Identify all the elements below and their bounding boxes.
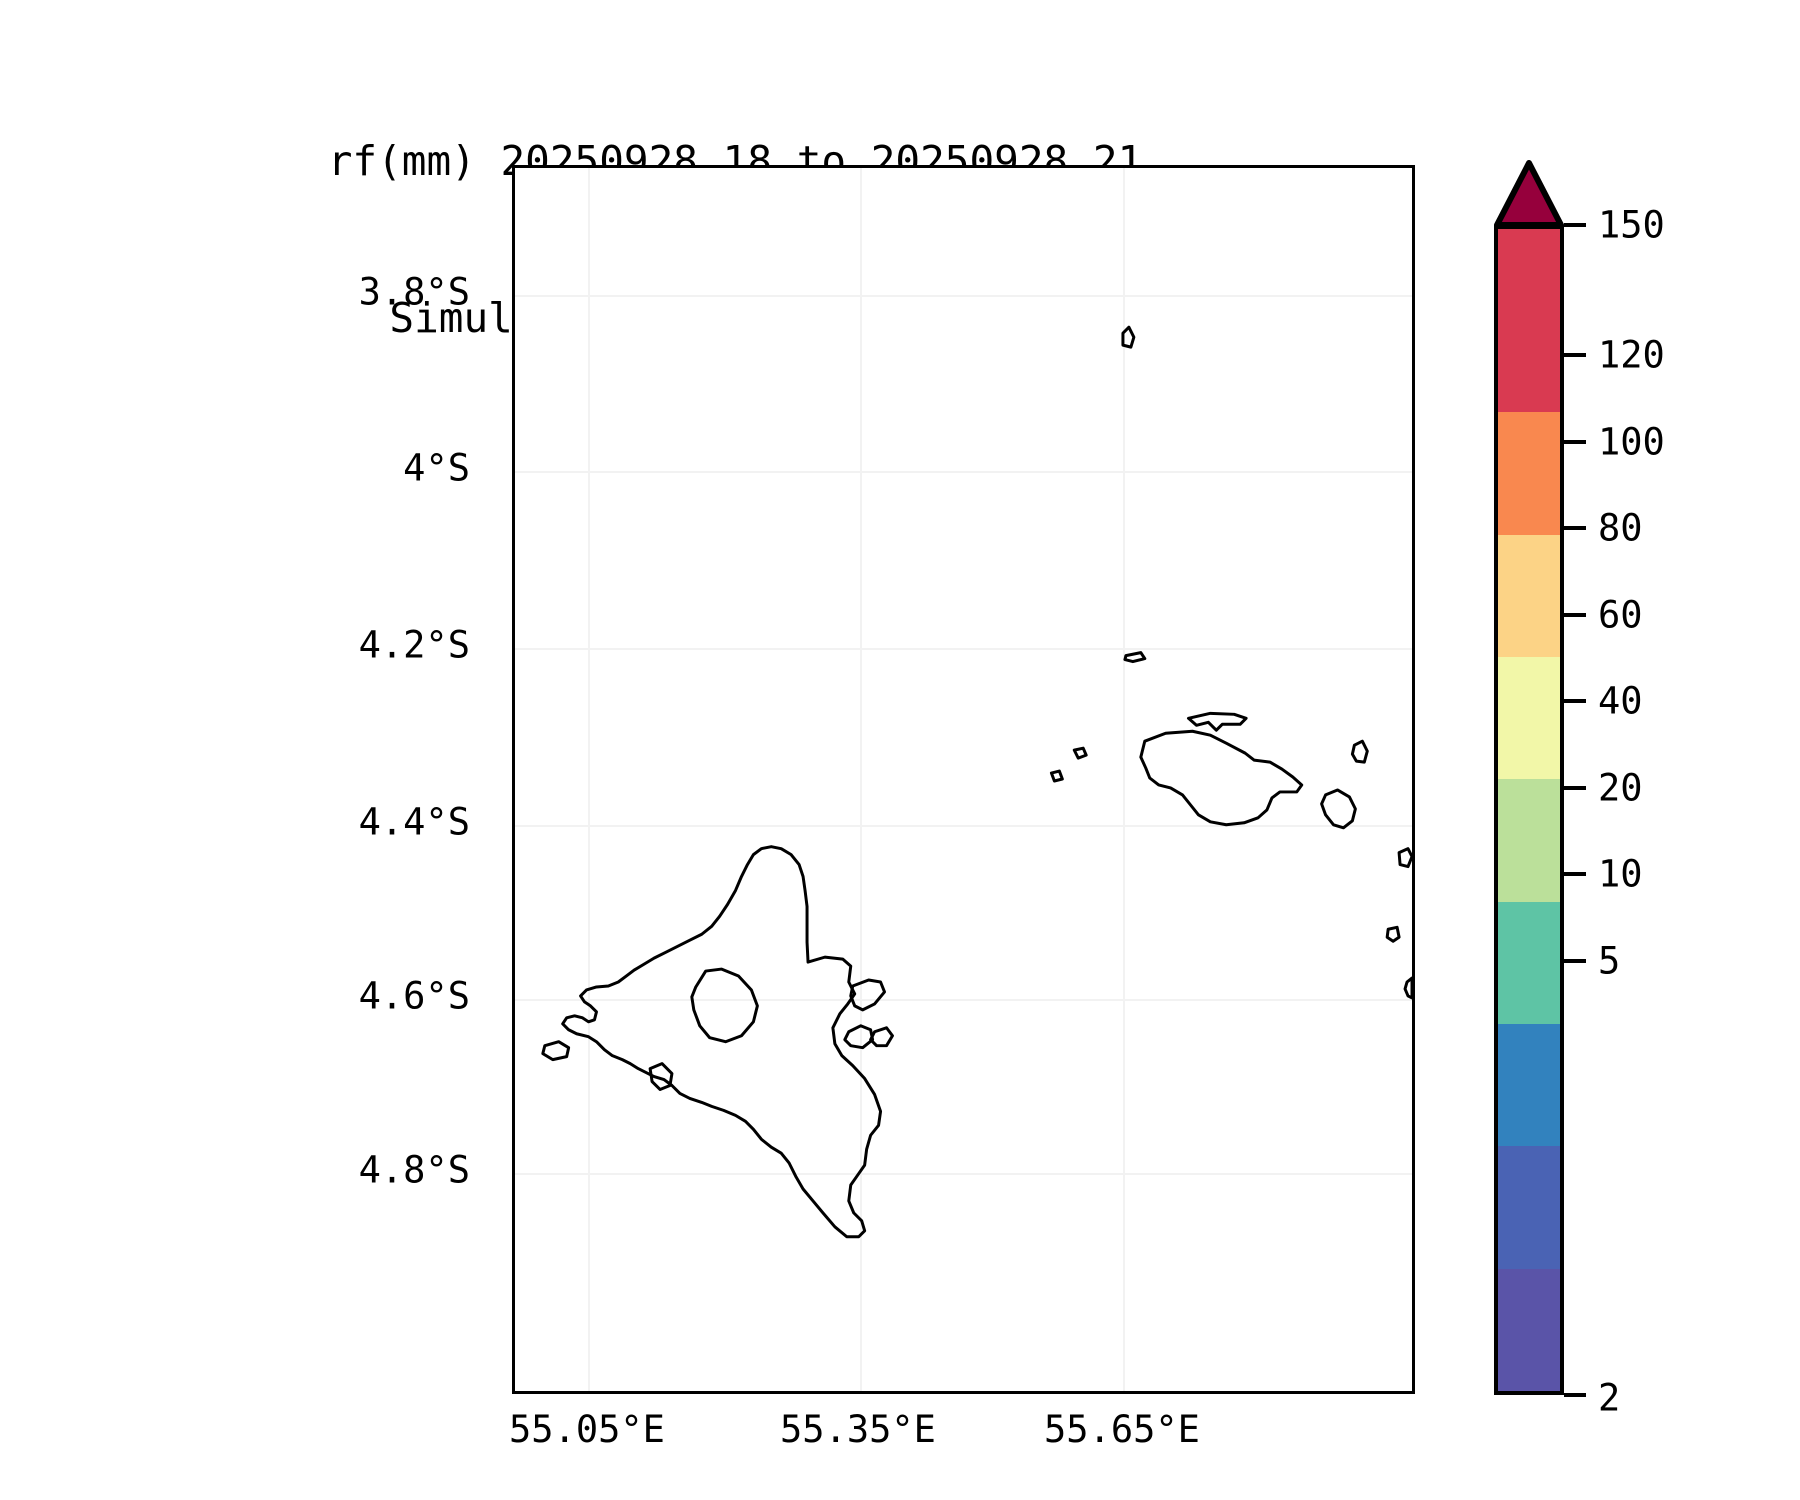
coastline-islet-cousine (1049, 769, 1064, 783)
coastline-la-digue (1320, 788, 1357, 830)
coastline-islet-east-edge (1403, 976, 1412, 1000)
xtick-label-55-05e: 55.05°E (509, 1408, 665, 1451)
colorbar-label-60: 60 (1598, 593, 1643, 637)
coastline-marianne (1385, 925, 1401, 943)
colorbar-tick-2 (1564, 1393, 1586, 1397)
colorbar-tick-40 (1564, 699, 1586, 703)
colorbar-tick-100 (1564, 440, 1586, 444)
colorbar-label-5: 5 (1598, 939, 1621, 983)
colorbar-label-20: 20 (1598, 766, 1643, 810)
ytick-label-4-8s: 4.8°S (358, 1148, 470, 1192)
map-plot-area (512, 165, 1415, 1394)
colorbar-tick-20 (1564, 786, 1586, 790)
colorbar-tick-10 (1564, 872, 1586, 876)
ytick-label-3-8s: 3.8°S (358, 270, 470, 314)
colorbar-label-40: 40 (1598, 679, 1643, 723)
coastline-felicite (1350, 739, 1369, 764)
colorbar-label-2: 2 (1598, 1376, 1621, 1420)
colorbar-band-5-10 (1498, 1146, 1560, 1269)
colorbar-extend-arrow (1494, 160, 1564, 228)
colorbar-label-120: 120 (1598, 333, 1665, 377)
colorbar-band-40-60 (1498, 779, 1560, 902)
colorbar-label-100: 100 (1598, 420, 1665, 464)
gridline-lon-55-65 (1123, 168, 1125, 1391)
gridline-lat-4-2 (515, 648, 1412, 650)
gridline-lat-4-0 (515, 471, 1412, 473)
gridline-lat-3-8 (515, 295, 1412, 297)
coastline-islet-north (1121, 325, 1136, 349)
gridline-lon-55-35 (860, 168, 862, 1391)
colorbar-label-80: 80 (1598, 506, 1643, 550)
coastline-long-island (869, 1026, 894, 1048)
colorbar-band-80-100 (1498, 534, 1560, 658)
gridline-lat-4-4 (515, 825, 1412, 827)
colorbar-tick-150 (1564, 223, 1586, 227)
ytick-label-4-6s: 4.6°S (358, 974, 470, 1018)
colorbar-band-120-150 (1498, 229, 1560, 413)
colorbar-band-60-80 (1498, 657, 1560, 780)
colorbar-label-150: 150 (1598, 203, 1665, 247)
coastline-therese (541, 1040, 571, 1062)
coastline-curieuse (1187, 711, 1248, 732)
coastline-islet-aride (1123, 651, 1147, 664)
coastline-praslin (1139, 729, 1304, 827)
colorbar-tick-80 (1564, 526, 1586, 530)
coastline-cerf (843, 1024, 875, 1050)
coastline-islet-cousin (1072, 746, 1088, 760)
colorbar: 150 120 100 80 60 40 20 10 5 2 (1494, 160, 1724, 1420)
ytick-label-4s: 4°S (403, 446, 470, 490)
ytick-label-4-2s: 4.2°S (358, 623, 470, 667)
colorbar-tick-5 (1564, 959, 1586, 963)
coastline-layer (541, 325, 1412, 1239)
gridline-lat-4-8 (515, 1173, 1412, 1175)
xtick-label-55-35e: 55.35°E (780, 1408, 936, 1451)
colorbar-tick-60 (1564, 613, 1586, 617)
colorbar-tick-120 (1564, 353, 1586, 357)
gridline-lon-55-05 (588, 168, 590, 1391)
coastline-sainte-anne (849, 978, 887, 1012)
coastline-fregate (1397, 847, 1412, 869)
ytick-label-4-4s: 4.4°S (358, 800, 470, 844)
colorbar-band-2-5 (1498, 1268, 1560, 1391)
coastline-silhouette (690, 967, 759, 1044)
gridline-lat-4-6 (515, 999, 1412, 1001)
xtick-label-55-65e: 55.65°E (1044, 1408, 1200, 1451)
coastline-mahe (561, 845, 883, 1239)
coastline-conception (648, 1062, 674, 1091)
map-gridlines (515, 168, 1412, 1391)
colorbar-band-10-20 (1498, 1024, 1560, 1147)
colorbar-label-10: 10 (1598, 852, 1643, 896)
colorbar-band-20-40 (1498, 901, 1560, 1025)
colorbar-bands (1494, 225, 1564, 1395)
colorbar-band-100-120 (1498, 412, 1560, 535)
